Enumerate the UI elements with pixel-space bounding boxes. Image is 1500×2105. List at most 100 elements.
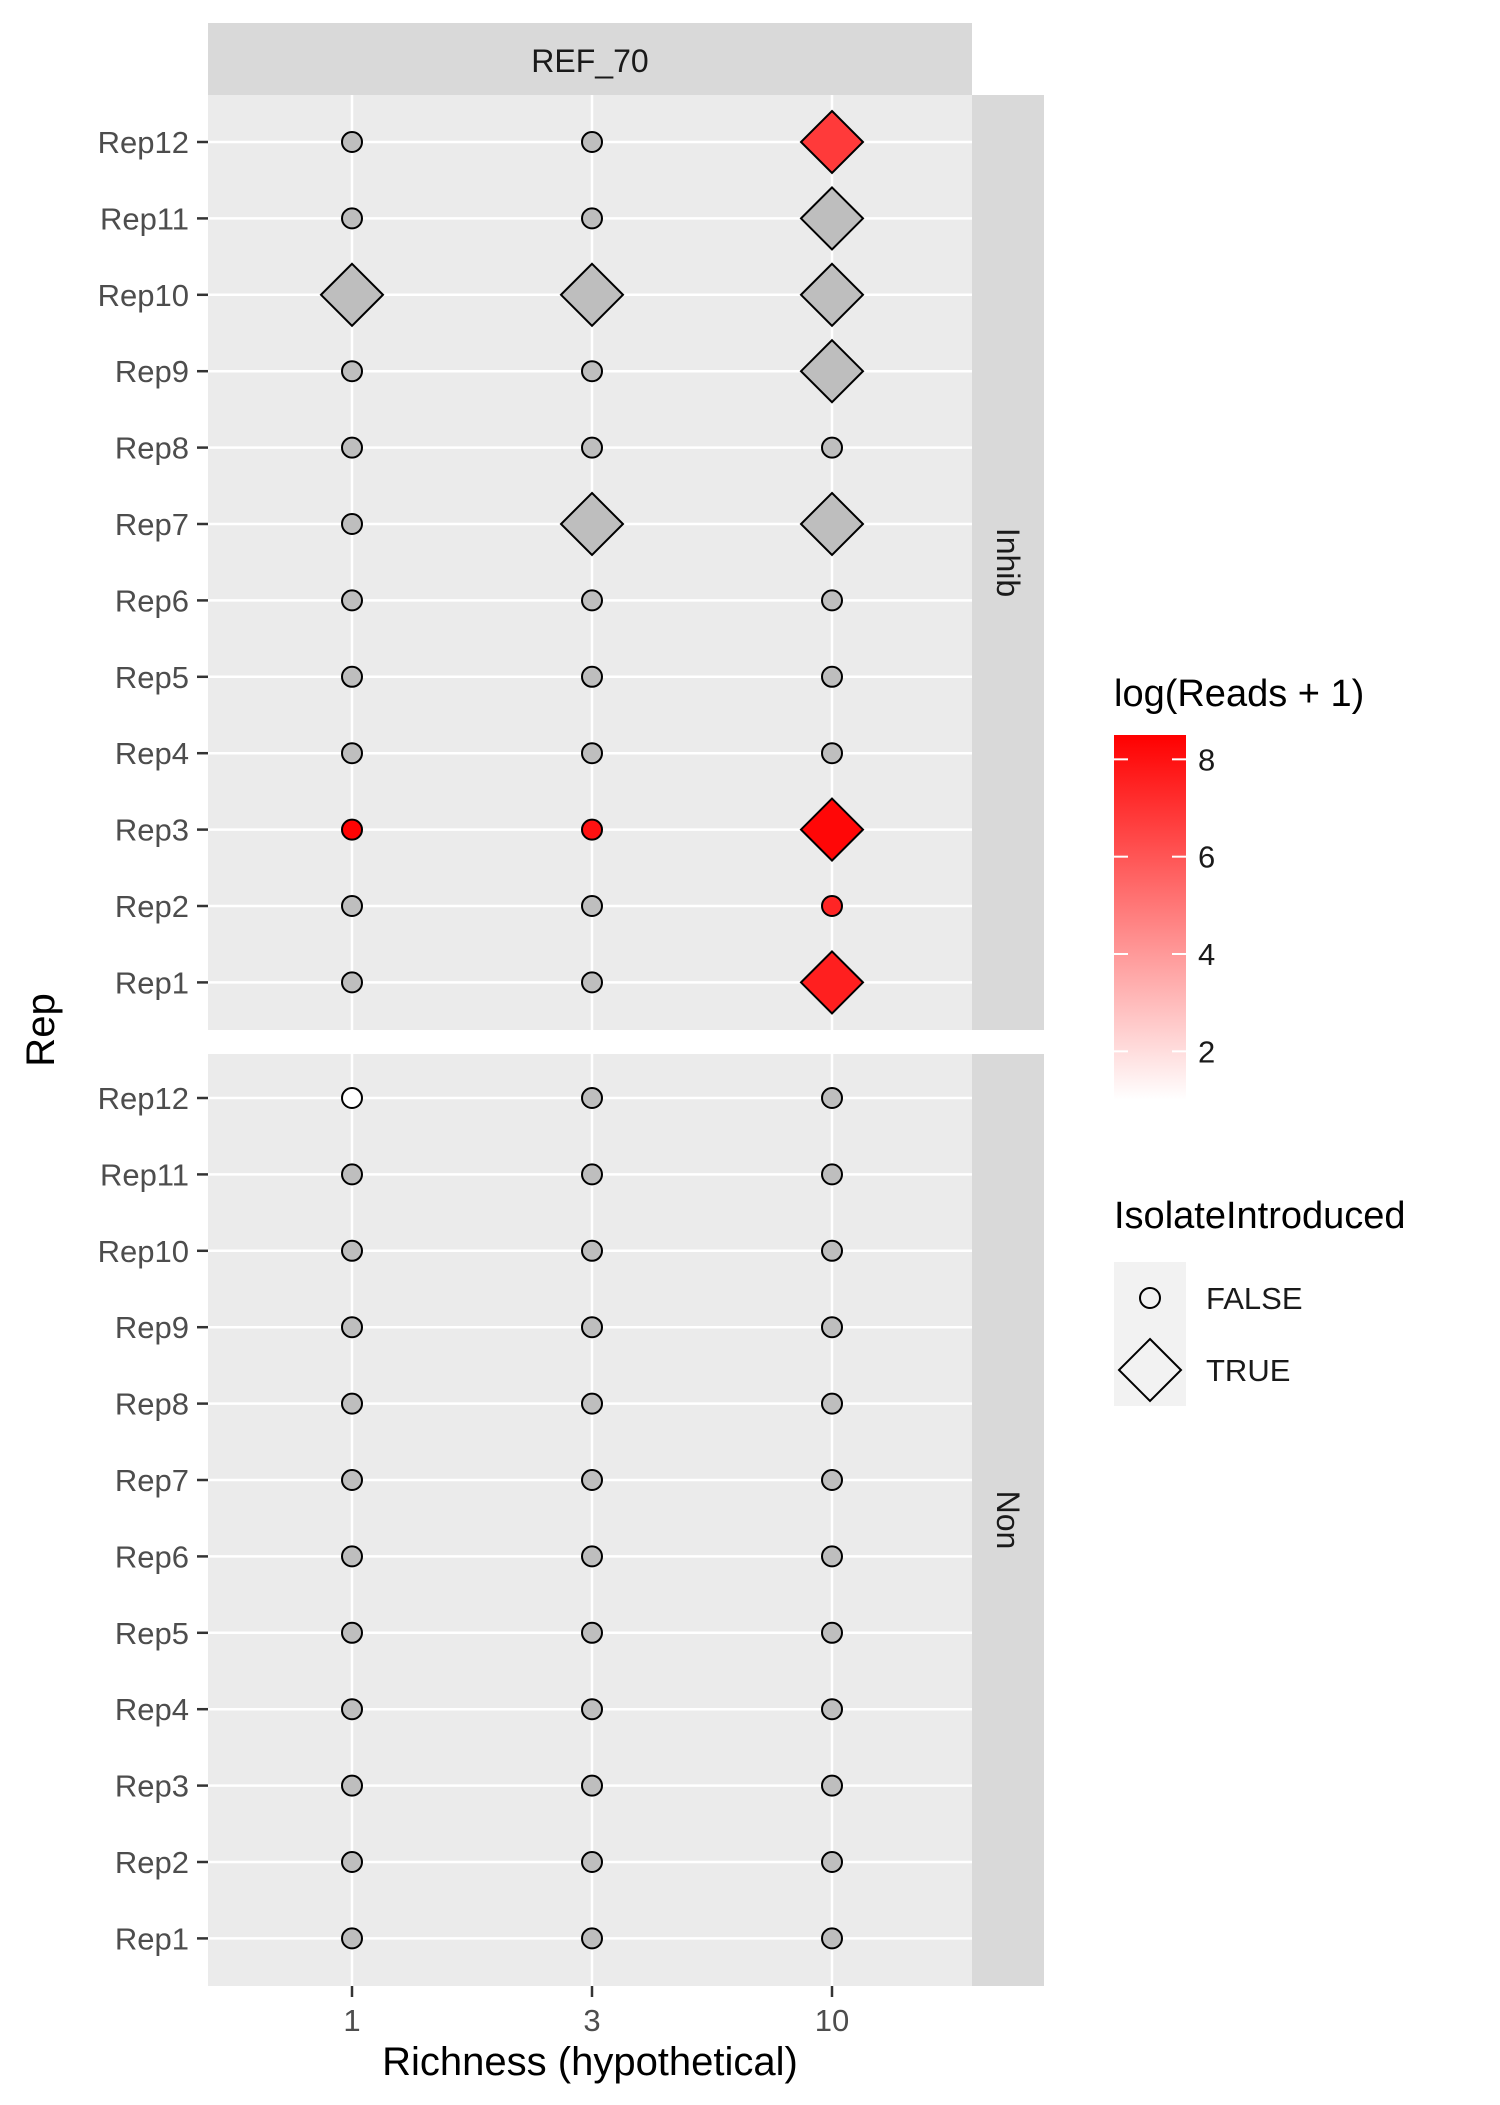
- data-point-circle: [341, 665, 363, 688]
- y-tick-label: Rep7: [115, 507, 189, 542]
- facet-strip-top: [208, 23, 972, 95]
- shape-legend-label: TRUE: [1206, 1353, 1290, 1388]
- data-point-diamond: [799, 491, 865, 557]
- facet-strip-label: Inhib: [990, 528, 1026, 597]
- panel-background: [208, 1054, 972, 1986]
- data-point-diamond: [319, 262, 385, 328]
- data-point-circle: [581, 207, 603, 230]
- data-point-circle: [341, 742, 363, 765]
- data-point-circle: [581, 1087, 603, 1109]
- data-point-circle: [341, 360, 363, 383]
- facet-title: REF_70: [531, 43, 648, 79]
- y-tick-label: Rep4: [115, 1692, 189, 1727]
- data-point-circle: [341, 1698, 363, 1721]
- y-tick-label: Rep1: [115, 1921, 189, 1956]
- data-point-circle: [341, 1851, 363, 1873]
- color-legend-tick-label: 6: [1198, 840, 1215, 875]
- data-point-circle: [581, 1545, 603, 1568]
- data-point-circle: [581, 742, 603, 765]
- data-point-circle: [341, 895, 363, 917]
- shape-legend-label: FALSE: [1206, 1281, 1303, 1316]
- data-point-circle: [581, 589, 603, 612]
- y-tick-label: Rep8: [115, 1387, 189, 1422]
- data-point-circle: [821, 1163, 843, 1186]
- data-point-circle: [341, 1469, 363, 1491]
- data-point-circle: [581, 971, 603, 994]
- data-point-circle: [581, 1316, 603, 1339]
- circle-icon: [1139, 1287, 1161, 1309]
- data-point-circle: [581, 1851, 603, 1873]
- diamond-icon: [1117, 1337, 1183, 1403]
- data-point-circle: [821, 1239, 843, 1262]
- data-point-circle: [341, 1392, 363, 1415]
- data-point-circle: [821, 1698, 843, 1721]
- data-point-circle: [821, 1316, 843, 1339]
- data-point-circle: [341, 513, 363, 535]
- data-point-circle: [821, 436, 843, 459]
- color-legend: log(Reads + 1) 2 4 6 8: [1114, 673, 1364, 1100]
- color-legend-tick-label: 2: [1198, 1034, 1215, 1069]
- y-tick-label: Rep2: [115, 889, 189, 924]
- data-point-circle: [341, 971, 363, 994]
- facet-strip-right: [972, 1054, 1044, 1986]
- y-tick-label: Rep3: [115, 813, 189, 848]
- data-point-circle: [821, 1392, 843, 1415]
- data-point-circle: [821, 895, 843, 917]
- data-point-circle: [581, 360, 603, 383]
- data-point-circle: [821, 1851, 843, 1873]
- y-tick-label: Rep6: [115, 583, 189, 618]
- data-point-circle: [581, 131, 603, 153]
- data-point-circle: [581, 1163, 603, 1186]
- y-tick-label: Rep2: [115, 1845, 189, 1880]
- data-point-circle: [821, 665, 843, 688]
- data-point-circle: [341, 1927, 363, 1950]
- data-point-diamond: [799, 185, 865, 251]
- y-tick-label: Rep3: [115, 1769, 189, 1804]
- x-tick-label: 10: [815, 2003, 849, 2038]
- panel-inhib: Inhib Rep1 Rep2 Rep3 Rep4 Rep5 Rep6 Rep7 Rep8 Rep…: [98, 95, 1044, 1030]
- y-tick-label: Rep5: [115, 1616, 189, 1651]
- y-tick-label: Rep1: [115, 965, 189, 1000]
- data-point-circle: [581, 895, 603, 917]
- y-tick-label: Rep9: [115, 1310, 189, 1345]
- data-point-circle: [821, 742, 843, 765]
- data-point-circle: [581, 1469, 603, 1491]
- facet-strip-label: Non: [990, 1491, 1026, 1550]
- panel-background: [208, 95, 972, 1030]
- y-tick-label: Rep9: [115, 354, 189, 389]
- data-point-circle: [821, 589, 843, 612]
- data-point-circle: [821, 1927, 843, 1950]
- data-point-circle: [341, 1621, 363, 1644]
- color-legend-title: log(Reads + 1): [1114, 673, 1364, 715]
- y-axis-title: Rep: [19, 993, 63, 1066]
- color-legend-tick-label: 4: [1198, 937, 1215, 972]
- facet-strip-right: [972, 95, 1044, 1030]
- data-point-circle: [821, 1774, 843, 1797]
- x-tick-label: 1: [343, 2003, 360, 2038]
- data-point-circle: [341, 1163, 363, 1186]
- data-point-circle: [581, 665, 603, 688]
- data-point-diamond: [559, 262, 625, 328]
- data-point-circle: [821, 1469, 843, 1491]
- data-point-circle: [341, 1545, 363, 1568]
- panels: Inhib Rep1 Rep2 Rep3 Rep4 Rep5 Rep6 Rep7 Rep8 Rep…: [98, 95, 1044, 1986]
- y-tick-label: Rep8: [115, 431, 189, 466]
- data-point-circle: [821, 1087, 843, 1109]
- x-tick-label: 3: [583, 2003, 600, 2038]
- y-tick-label: Rep12: [98, 1081, 189, 1116]
- x-axis: 1 3 10: [343, 1986, 849, 2038]
- data-point-circle: [341, 818, 363, 841]
- panel-non: Non Rep1 Rep2 Rep3 Rep4 Rep5 Rep6 Rep7 Rep8 Rep9 R…: [98, 1054, 1044, 1986]
- data-point-circle: [581, 818, 603, 841]
- x-axis-title: Richness (hypothetical): [382, 2040, 798, 2084]
- color-legend-tick-label: 8: [1198, 742, 1215, 777]
- y-tick-label: Rep7: [115, 1463, 189, 1498]
- y-tick-label: Rep5: [115, 660, 189, 695]
- color-legend-bar: [1114, 735, 1186, 1100]
- shape-legend-key: [1114, 1334, 1186, 1406]
- data-point-diamond: [799, 949, 865, 1015]
- data-point-circle: [341, 1087, 363, 1109]
- data-point-circle: [581, 1621, 603, 1644]
